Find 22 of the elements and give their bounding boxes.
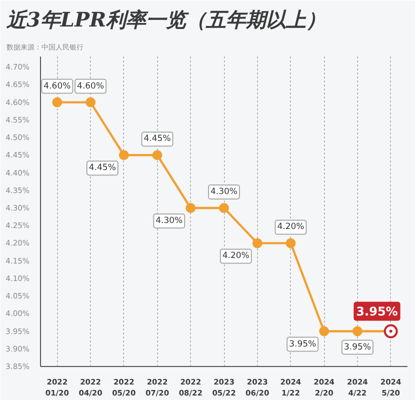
data-label: 3.95% [289,339,316,350]
point [86,97,96,108]
point [118,150,129,160]
point [319,326,330,336]
data-label: 4.20% [277,222,304,232]
data-label: 4.60% [44,81,71,92]
data-label: 4.45% [88,163,116,174]
data-label: 4.20% [222,251,250,262]
point [286,238,296,248]
data-label: 4.30% [156,216,183,226]
data-label: 3.95% [356,304,398,318]
data-label: 4.45% [144,134,171,144]
point [252,238,262,248]
point [186,202,196,213]
chart-title: 近3年LPR利率一览（五年期以上） [6,8,326,32]
point [219,202,229,213]
data-label: 4.60% [77,81,104,92]
point [152,150,162,160]
data-label: 4.30% [210,186,238,197]
point [352,326,362,336]
point [52,97,62,108]
data-label: 3.95% [344,342,371,352]
